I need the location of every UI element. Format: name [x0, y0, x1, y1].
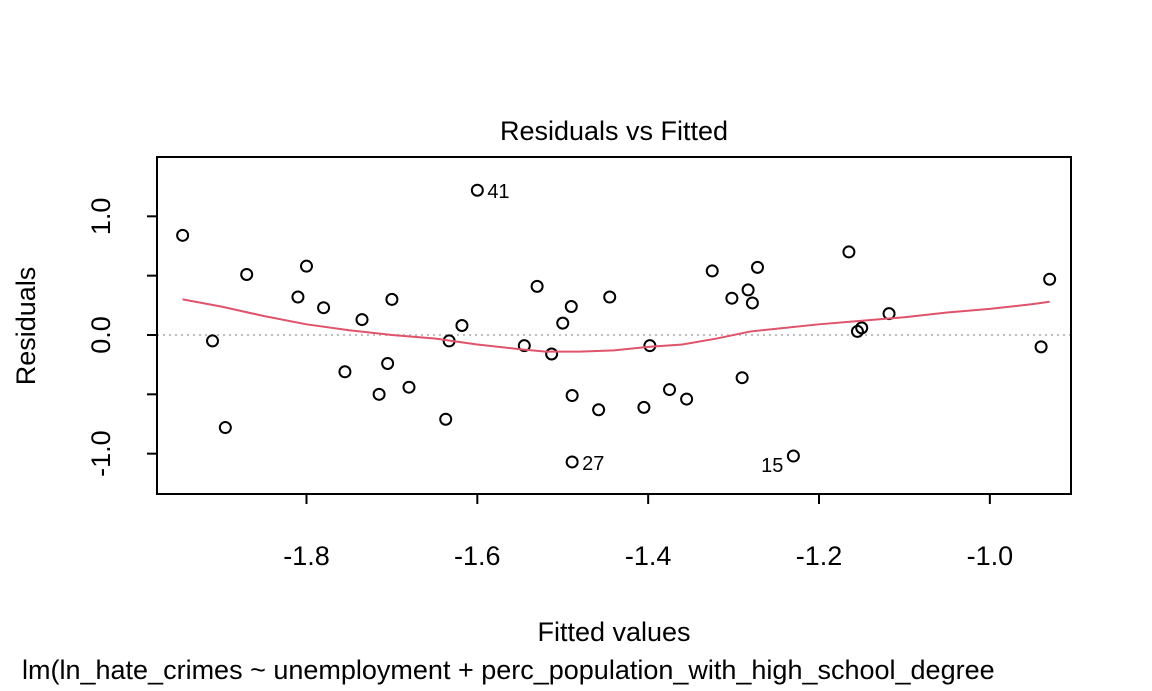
data-point-35: [745, 296, 759, 310]
point-label-15: 15: [761, 455, 783, 477]
x-axis-label: Fitted values: [537, 617, 690, 647]
x-tick-label-2: -1.6: [454, 541, 501, 571]
x-tick-label-5: -1.0: [967, 541, 1014, 571]
data-point-19: [530, 279, 544, 293]
data-point-5: [291, 290, 305, 304]
data-point-13: [402, 380, 416, 394]
data-point-14: [439, 412, 453, 426]
x-tick-label-4: -1.2: [796, 541, 843, 571]
data-point-9: [355, 313, 369, 327]
data-point-17: [470, 183, 484, 197]
data-point-27: [637, 400, 651, 414]
data-point-38: [842, 245, 856, 259]
data-point-12: [385, 292, 399, 306]
data-point-11: [381, 356, 395, 370]
plot-frame: [156, 156, 1072, 495]
data-point-3: [218, 421, 232, 435]
data-point-23: [565, 389, 579, 403]
data-point-31: [705, 264, 719, 278]
data-point-1: [176, 228, 190, 242]
data-point-30: [680, 392, 694, 406]
x-axis: -1.8 -1.6 -1.4 -1.2 -1.0: [283, 493, 1014, 571]
data-point-26: [603, 290, 617, 304]
point-label-27: 27: [582, 453, 604, 475]
data-point-10: [372, 387, 386, 401]
y-tick-label-1: -1.0: [86, 430, 116, 477]
point-labels: 41 27 15: [487, 181, 783, 477]
y-axis: -1.0 0.0 1.0: [86, 198, 158, 477]
y-tick-label-5: 1.0: [86, 198, 116, 236]
data-point-22: [564, 300, 578, 314]
data-point-29: [663, 383, 677, 397]
data-point-25: [592, 403, 606, 417]
data-point-36: [751, 260, 765, 274]
data-point-4: [240, 267, 254, 281]
data-point-16: [455, 319, 469, 332]
x-tick-label-1: -1.8: [283, 541, 330, 571]
x-tick-label-3: -1.4: [625, 541, 672, 571]
y-axis-label: Residuals: [11, 267, 41, 386]
data-point-20: [545, 347, 559, 361]
data-point-42: [1034, 340, 1048, 354]
chart-title: Residuals vs Fitted: [500, 116, 728, 146]
data-point-6: [299, 259, 313, 273]
data-point-32: [725, 291, 739, 305]
y-tick-label-3: 0.0: [86, 316, 116, 354]
data-point-33: [735, 371, 749, 385]
data-point-21: [556, 316, 570, 330]
data-points: [176, 183, 1057, 469]
data-point-37: [786, 449, 800, 463]
data-point-34: [741, 283, 755, 297]
data-point-2: [206, 334, 220, 348]
data-point-24: [565, 455, 579, 469]
model-caption: lm(ln_hate_crimes ~ unemployment + perc_…: [22, 655, 995, 685]
smoothed-trend-line: [182, 298, 1050, 353]
data-point-18: [517, 339, 531, 353]
data-point-43: [1043, 272, 1057, 286]
point-label-41: 41: [487, 181, 509, 203]
data-point-40: [855, 321, 869, 335]
data-point-7: [317, 301, 331, 315]
data-point-8: [338, 365, 352, 379]
